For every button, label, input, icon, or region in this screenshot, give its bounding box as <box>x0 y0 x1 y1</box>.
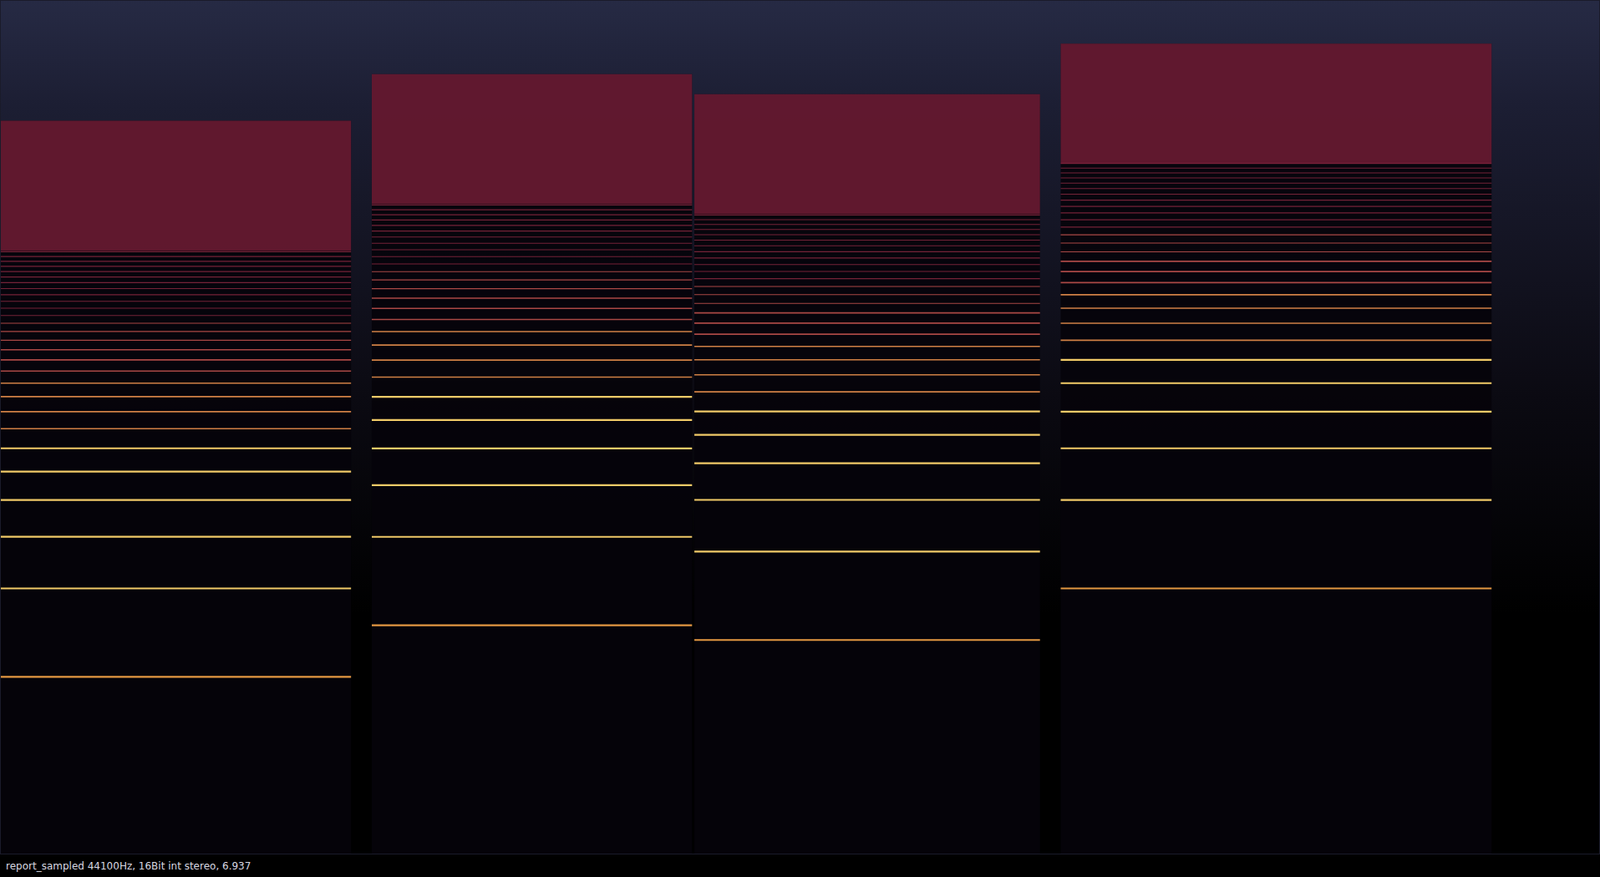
svg-text:report_sampled 44100Hz, 16Bit: report_sampled 44100Hz, 16Bit int stereo… <box>5 860 251 873</box>
